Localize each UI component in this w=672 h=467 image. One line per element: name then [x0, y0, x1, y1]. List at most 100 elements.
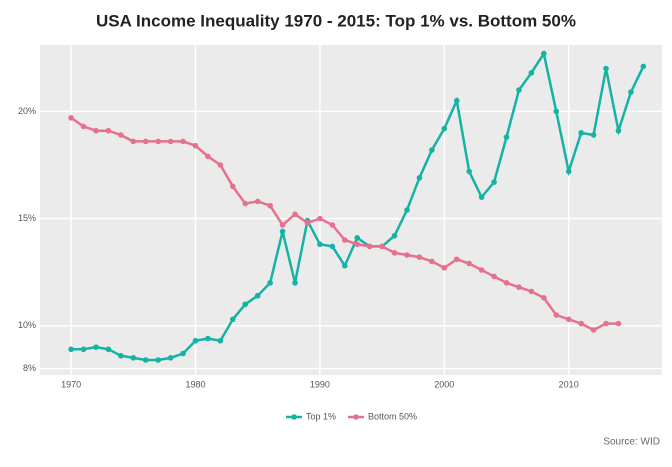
data-point [118, 132, 124, 138]
data-point [142, 138, 149, 145]
data-point [453, 256, 460, 263]
data-point [205, 153, 211, 160]
legend-label: Bottom 50% [368, 411, 417, 421]
data-point [578, 130, 584, 136]
data-point [192, 337, 199, 344]
data-point [441, 125, 448, 132]
data-point [105, 346, 112, 353]
data-point [615, 320, 622, 327]
data-point [105, 127, 112, 134]
x-tick-label: 1990 [310, 379, 330, 389]
data-point [640, 63, 647, 70]
data-point [230, 316, 236, 323]
data-point [404, 252, 410, 258]
data-point [391, 250, 398, 256]
data-point [242, 301, 249, 308]
data-point [503, 134, 510, 140]
data-point [466, 168, 472, 175]
data-point [304, 220, 311, 226]
data-point [192, 142, 199, 149]
legend-swatch-dot [291, 414, 297, 420]
data-point [491, 273, 497, 280]
data-point [615, 127, 622, 134]
data-point [279, 228, 286, 235]
data-point [329, 222, 336, 228]
y-tick-label: 10% [18, 320, 36, 330]
data-point [254, 292, 261, 299]
data-point [416, 175, 423, 181]
data-point [553, 108, 560, 115]
data-point [516, 87, 522, 93]
data-point [279, 222, 286, 228]
data-point [528, 70, 535, 76]
data-point [267, 202, 273, 209]
data-point [404, 207, 410, 213]
data-point [68, 115, 74, 121]
legend-swatch-dot [353, 414, 359, 420]
data-point [80, 123, 87, 130]
data-point [180, 350, 186, 357]
data-point [354, 235, 361, 241]
source: Source: WID [603, 437, 660, 448]
data-point [341, 262, 348, 269]
data-point [366, 243, 373, 250]
data-point [130, 138, 137, 145]
chart-title: USA Income Inequality 1970 - 2015: Top 1… [96, 11, 576, 30]
y-tick-label: 15% [18, 213, 36, 223]
data-point [118, 352, 124, 359]
data-point [503, 280, 510, 286]
data-point [317, 215, 323, 222]
data-point [553, 312, 560, 318]
data-point [590, 132, 597, 138]
data-point [317, 241, 323, 248]
data-point [603, 320, 609, 327]
data-point [590, 327, 597, 333]
data-point [453, 97, 460, 104]
data-point [230, 183, 236, 190]
data-point [217, 162, 224, 168]
data-point [142, 357, 149, 363]
legend-label: Top 1% [306, 411, 336, 421]
data-point [516, 284, 522, 290]
data-point [93, 344, 99, 350]
data-point [267, 280, 273, 286]
x-tick-label: 1970 [61, 379, 81, 389]
data-point [155, 138, 161, 145]
data-point [528, 288, 535, 295]
data-point [180, 138, 186, 145]
data-point [391, 232, 398, 239]
data-point [292, 211, 298, 218]
data-point [217, 337, 224, 344]
data-point [242, 200, 249, 207]
data-point [167, 355, 174, 361]
data-point [93, 127, 99, 134]
data-point [354, 241, 361, 248]
data-point [205, 335, 211, 342]
data-point [478, 267, 485, 273]
data-point [292, 280, 298, 286]
data-point [603, 65, 609, 72]
data-point [429, 147, 435, 153]
data-point [478, 194, 485, 200]
data-point [628, 89, 634, 95]
data-point [441, 265, 448, 271]
y-tick-label: 20% [18, 106, 36, 116]
data-point [578, 320, 584, 327]
data-point [254, 198, 261, 205]
plot-background [40, 45, 662, 375]
data-point [68, 346, 74, 353]
data-point [329, 243, 336, 250]
x-tick-label: 2000 [434, 379, 454, 389]
data-point [167, 138, 174, 145]
data-point [491, 179, 497, 185]
x-tick-label: 1980 [185, 379, 205, 389]
data-point [565, 168, 572, 175]
y-tick-label: 8% [23, 363, 36, 373]
data-point [541, 295, 547, 301]
data-point [341, 237, 348, 243]
data-point [379, 243, 385, 250]
data-point [565, 316, 572, 323]
data-point [155, 357, 161, 363]
data-point [80, 346, 87, 353]
